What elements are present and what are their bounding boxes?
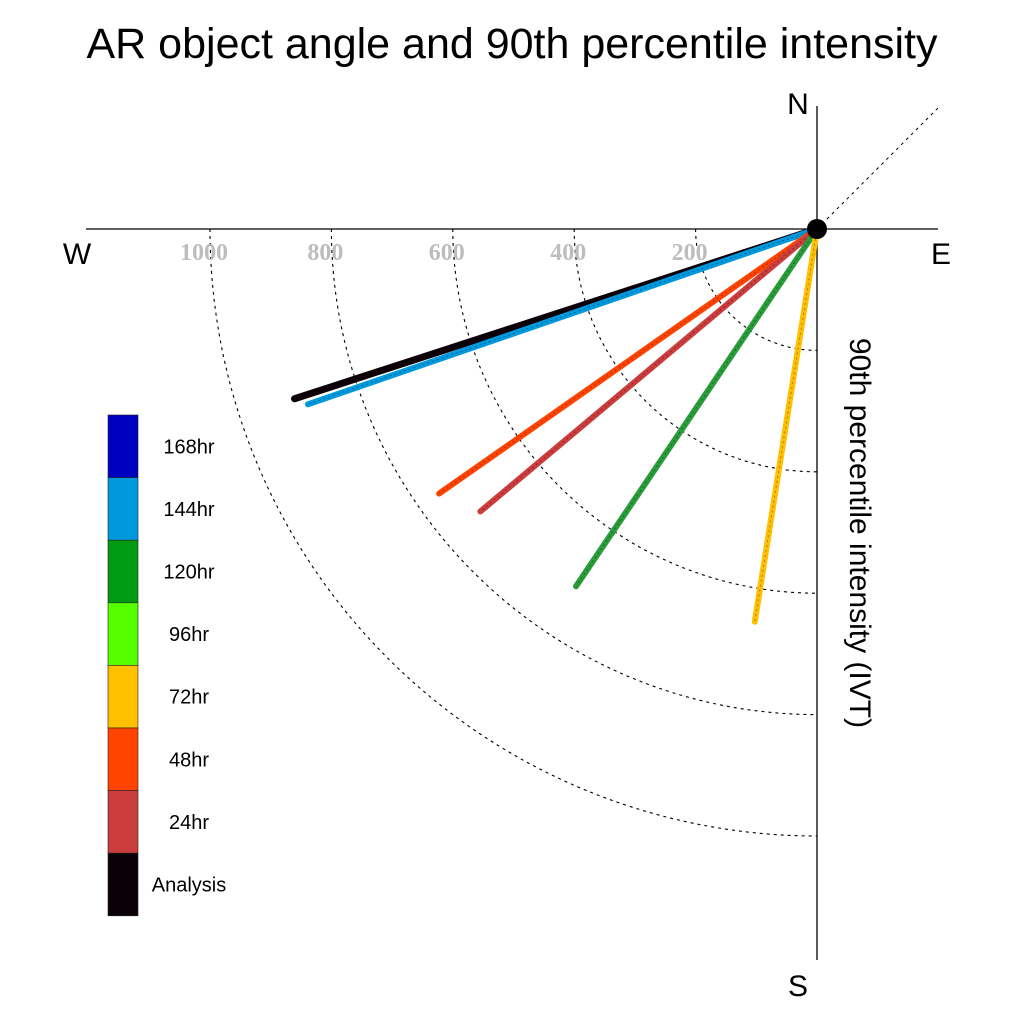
east-label: E <box>931 238 951 271</box>
grid-ring-400 <box>573 228 818 473</box>
vector-line-144hr <box>304 226 820 408</box>
legend-label-analysis: Analysis <box>152 875 226 897</box>
legend-label-144hr: 144hr <box>163 499 214 521</box>
legend-swatch-168hr <box>107 414 139 478</box>
vector-line-48hr <box>436 226 820 497</box>
vector-core-120hr <box>575 228 818 587</box>
northeast-guide <box>816 105 941 230</box>
legend-swatch-72hr <box>107 665 139 729</box>
west-label: W <box>63 238 92 271</box>
legend-swatch-96hr <box>107 602 139 666</box>
vector-48hr <box>436 226 820 497</box>
vector-144hr <box>304 226 820 408</box>
vector-line-120hr <box>573 226 820 590</box>
north-label: N <box>787 88 809 121</box>
y-axis-label: 90th percentile intensity (IVT) <box>843 338 876 728</box>
tick-label-600: 600 <box>429 240 465 266</box>
radial-tick-labels: 200 400 600 800 1000 <box>180 240 708 266</box>
tick-label-800: 800 <box>307 240 343 266</box>
vector-core-24hr <box>480 228 818 512</box>
vector-line-24hr <box>477 226 820 515</box>
vector-core-48hr <box>438 228 818 495</box>
grid-ring-800 <box>330 228 818 716</box>
legend-swatch-24hr <box>107 790 139 854</box>
legend-label-72hr: 72hr <box>169 687 209 709</box>
vector-line-72hr <box>751 226 820 625</box>
legend-swatch-120hr <box>107 539 139 604</box>
vector-120hr <box>573 226 820 590</box>
legend-swatch-144hr <box>107 477 139 541</box>
grid-ring-600 <box>452 228 818 594</box>
legend-swatch-analysis <box>107 852 139 917</box>
vector-series <box>291 225 821 625</box>
vector-24hr <box>477 226 820 515</box>
tick-label-200: 200 <box>672 240 708 266</box>
legend-label-24hr: 24hr <box>169 812 209 834</box>
origin-marker <box>807 219 827 239</box>
legend-label-48hr: 48hr <box>169 749 209 771</box>
tick-label-400: 400 <box>550 240 586 266</box>
radial-grid <box>209 228 818 837</box>
vector-core-72hr <box>754 228 818 622</box>
legend-label-96hr: 96hr <box>169 624 209 646</box>
south-label: S <box>788 970 808 1003</box>
chart-title: AR object angle and 90th percentile inte… <box>87 20 938 68</box>
legend-swatch-48hr <box>107 727 139 791</box>
vector-72hr <box>751 226 820 625</box>
legend-label-168hr: 168hr <box>163 436 214 458</box>
legend: 168hr 144hr 120hr 96hr 72hr 48hr 24hr Analysis <box>107 414 226 917</box>
tick-label-1000: 1000 <box>180 240 228 266</box>
legend-label-120hr: 120hr <box>163 562 214 584</box>
grid-ring-1000 <box>209 228 818 837</box>
